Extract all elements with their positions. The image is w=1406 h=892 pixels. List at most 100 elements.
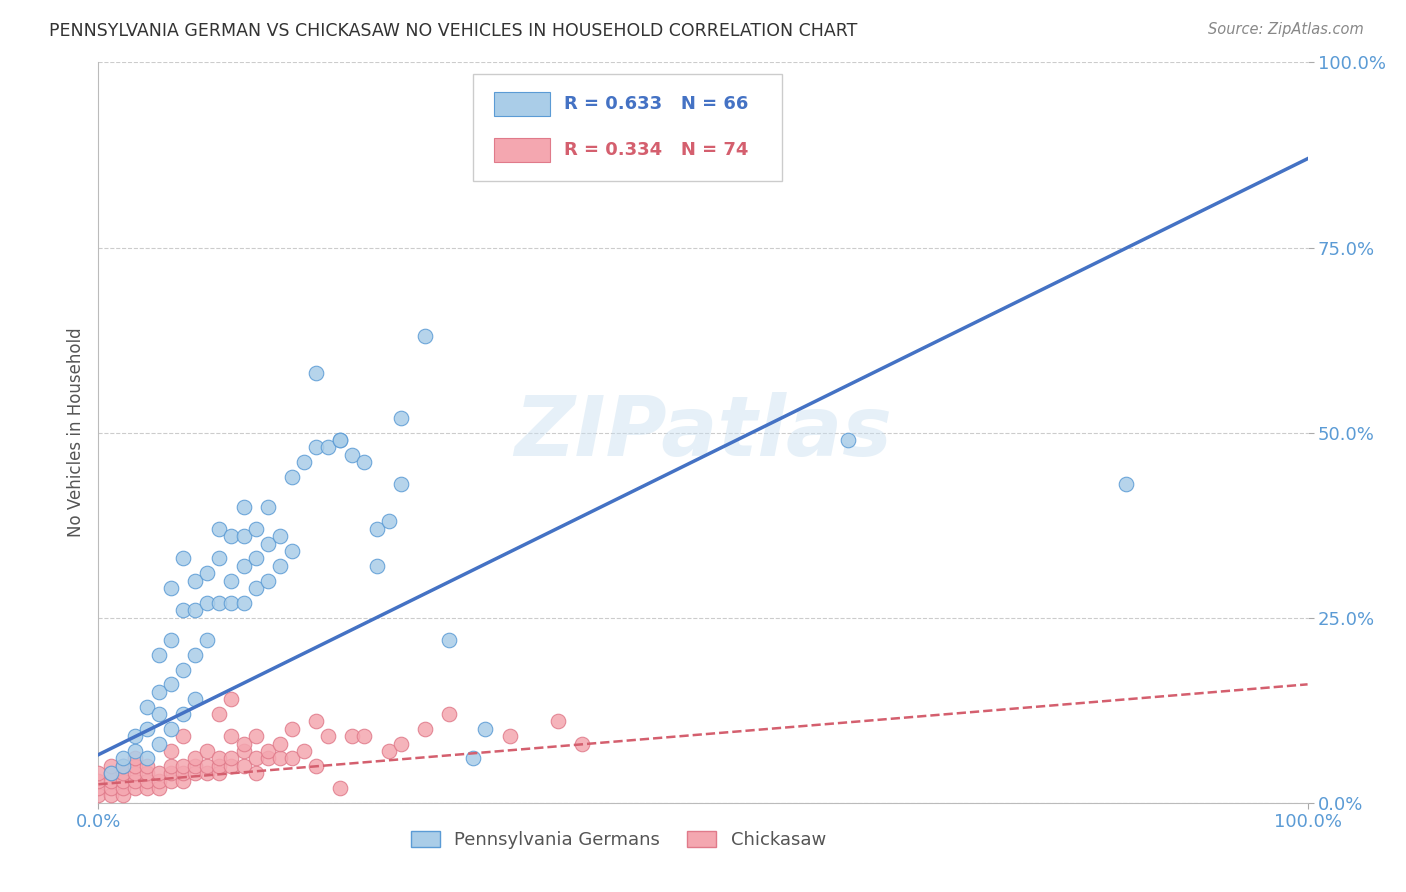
- Point: [305, 367, 328, 381]
- Legend: Pennsylvania Germans, Chickasaw: Pennsylvania Germans, Chickasaw: [404, 824, 832, 856]
- Point: [208, 751, 231, 765]
- Point: [316, 729, 339, 743]
- Point: [353, 455, 375, 469]
- Point: [245, 751, 267, 765]
- Point: [837, 433, 859, 447]
- FancyBboxPatch shape: [494, 92, 550, 117]
- Point: [281, 722, 304, 736]
- Point: [100, 766, 122, 780]
- Point: [172, 758, 194, 772]
- Point: [245, 551, 267, 566]
- Point: [100, 773, 122, 788]
- Point: [305, 714, 328, 729]
- Point: [135, 758, 157, 772]
- Point: [195, 766, 218, 780]
- Point: [208, 522, 231, 536]
- Text: Source: ZipAtlas.com: Source: ZipAtlas.com: [1208, 22, 1364, 37]
- Point: [160, 773, 183, 788]
- Point: [148, 648, 170, 662]
- Point: [124, 780, 146, 795]
- Point: [195, 744, 218, 758]
- Point: [221, 596, 243, 610]
- Point: [87, 773, 110, 788]
- Point: [413, 329, 436, 343]
- Point: [256, 574, 278, 588]
- Point: [281, 751, 304, 765]
- Point: [498, 729, 520, 743]
- Point: [232, 500, 254, 514]
- FancyBboxPatch shape: [474, 73, 782, 181]
- Point: [292, 744, 315, 758]
- Point: [111, 758, 134, 772]
- Point: [1115, 477, 1137, 491]
- Point: [111, 766, 134, 780]
- Point: [87, 780, 110, 795]
- Point: [269, 751, 291, 765]
- Point: [256, 500, 278, 514]
- Point: [111, 773, 134, 788]
- Point: [208, 758, 231, 772]
- Point: [208, 596, 231, 610]
- Point: [100, 766, 122, 780]
- Point: [184, 766, 207, 780]
- Point: [437, 632, 460, 647]
- Point: [269, 529, 291, 543]
- Point: [160, 758, 183, 772]
- Point: [329, 433, 352, 447]
- Point: [172, 766, 194, 780]
- Point: [111, 758, 134, 772]
- Point: [245, 522, 267, 536]
- Point: [256, 744, 278, 758]
- Point: [172, 706, 194, 721]
- Point: [148, 773, 170, 788]
- Point: [316, 441, 339, 455]
- Point: [184, 603, 207, 617]
- Point: [195, 596, 218, 610]
- Point: [292, 455, 315, 469]
- Point: [148, 685, 170, 699]
- Point: [100, 789, 122, 803]
- Point: [184, 692, 207, 706]
- Point: [208, 706, 231, 721]
- Point: [256, 536, 278, 550]
- Point: [232, 737, 254, 751]
- Point: [195, 758, 218, 772]
- Point: [135, 751, 157, 765]
- Point: [184, 758, 207, 772]
- Point: [100, 780, 122, 795]
- Point: [329, 780, 352, 795]
- Point: [437, 706, 460, 721]
- Point: [172, 663, 194, 677]
- Point: [100, 758, 122, 772]
- Point: [221, 758, 243, 772]
- Point: [377, 744, 399, 758]
- Point: [463, 751, 485, 765]
- Point: [124, 744, 146, 758]
- Point: [571, 737, 593, 751]
- Point: [232, 744, 254, 758]
- Point: [87, 789, 110, 803]
- Point: [135, 699, 157, 714]
- Point: [221, 729, 243, 743]
- Point: [366, 522, 388, 536]
- Text: R = 0.633   N = 66: R = 0.633 N = 66: [564, 95, 748, 113]
- Point: [135, 766, 157, 780]
- Point: [232, 529, 254, 543]
- Point: [87, 766, 110, 780]
- Point: [160, 677, 183, 691]
- Point: [160, 632, 183, 647]
- Point: [221, 692, 243, 706]
- Point: [221, 574, 243, 588]
- Point: [172, 773, 194, 788]
- Point: [124, 758, 146, 772]
- Point: [111, 780, 134, 795]
- Point: [124, 773, 146, 788]
- Point: [124, 729, 146, 743]
- Point: [172, 603, 194, 617]
- Point: [281, 544, 304, 558]
- Text: ZIPatlas: ZIPatlas: [515, 392, 891, 473]
- Point: [195, 632, 218, 647]
- Point: [342, 448, 364, 462]
- Point: [269, 737, 291, 751]
- Text: R = 0.334   N = 74: R = 0.334 N = 74: [564, 141, 748, 159]
